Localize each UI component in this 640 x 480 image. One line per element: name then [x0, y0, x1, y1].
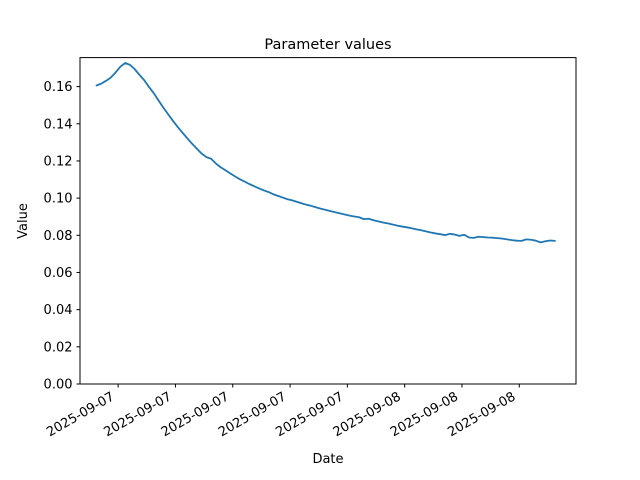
- x-axis-ticks: 2025-09-072025-09-072025-09-072025-09-07…: [44, 384, 520, 440]
- y-axis-label: Value: [16, 203, 31, 239]
- plot-area-border: [79, 57, 577, 385]
- y-tick-label: 0.06: [44, 266, 73, 281]
- y-tick-label: 0.04: [44, 303, 73, 318]
- data-series-line: [95, 62, 556, 244]
- y-tick-label: 0.14: [44, 117, 73, 132]
- y-tick-label: 0.00: [44, 378, 73, 393]
- y-tick-label: 0.12: [44, 155, 73, 170]
- y-tick-label: 0.16: [44, 80, 73, 95]
- y-tick-label: 0.08: [44, 229, 73, 244]
- y-tick-label: 0.02: [44, 340, 73, 355]
- y-tick-label: 0.10: [44, 192, 73, 207]
- y-axis-ticks: 0.00 0.02 0.04 0.06 0.08 0.10 0.12 0.14 0.16: [44, 80, 80, 393]
- x-axis-label: Date: [312, 452, 343, 467]
- chart-title: Parameter values: [264, 37, 391, 53]
